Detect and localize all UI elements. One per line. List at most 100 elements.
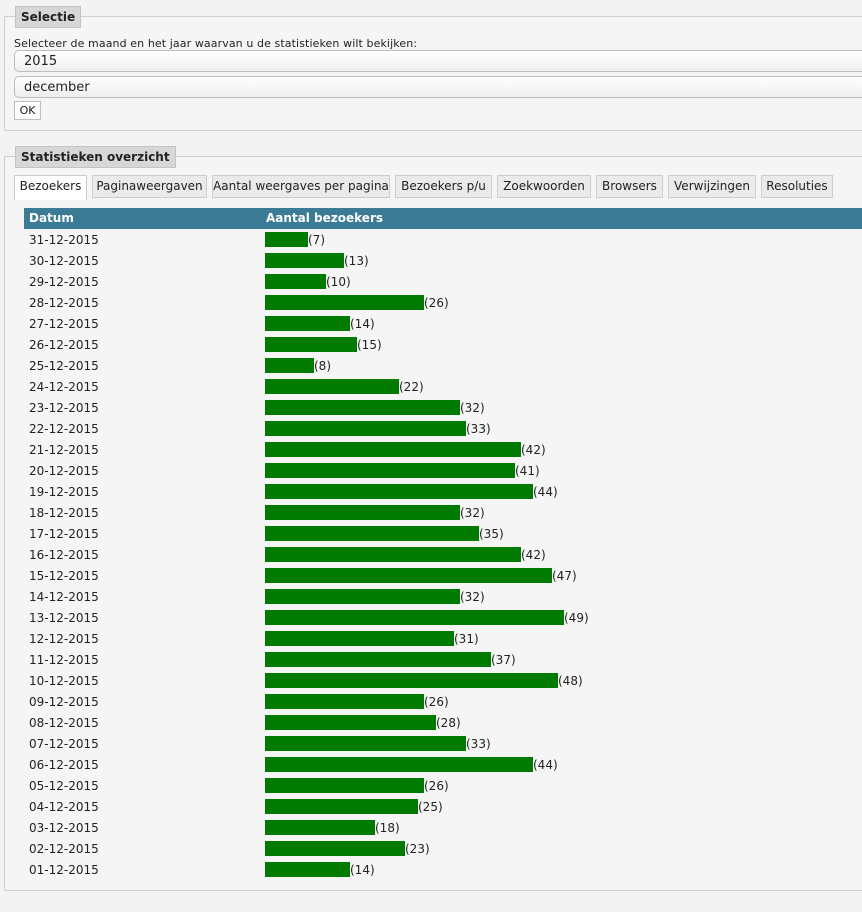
visitor-bar xyxy=(265,778,424,793)
visitor-bar xyxy=(265,757,533,772)
selection-prompt: Selecteer de maand en het jaar waarvan u… xyxy=(14,37,418,50)
row-date: 06-12-2015 xyxy=(29,758,99,772)
visitor-count-label: (25) xyxy=(418,800,443,814)
table-row: 14-12-2015 (32) xyxy=(24,586,862,607)
visitor-bar xyxy=(265,316,350,331)
row-date: 02-12-2015 xyxy=(29,842,99,856)
visitor-count-label: (18) xyxy=(375,821,400,835)
tab-bezoekers-pu[interactable]: Bezoekers p/u xyxy=(395,175,492,198)
table-row: 16-12-2015 (42) xyxy=(24,544,862,565)
column-aantal-bezoekers: Aantal bezoekers xyxy=(266,211,384,225)
row-date: 30-12-2015 xyxy=(29,254,99,268)
visitor-bar xyxy=(265,715,436,730)
row-date: 31-12-2015 xyxy=(29,233,99,247)
tab-weergaves-per-pagina[interactable]: Aantal weergaves per pagina xyxy=(212,175,390,198)
visitor-count-label: (23) xyxy=(405,842,430,856)
visitor-bar xyxy=(265,799,418,814)
visitor-bar xyxy=(265,547,521,562)
row-date: 21-12-2015 xyxy=(29,443,99,457)
visitor-bar xyxy=(265,337,357,352)
visitor-bar xyxy=(265,505,460,520)
table-row: 11-12-2015 (37) xyxy=(24,649,862,670)
row-date: 09-12-2015 xyxy=(29,695,99,709)
visitor-bar xyxy=(265,841,405,856)
table-row: 26-12-2015 (15) xyxy=(24,334,862,355)
row-date: 01-12-2015 xyxy=(29,863,99,877)
visitor-count-label: (42) xyxy=(521,548,546,562)
visitor-bar xyxy=(265,379,399,394)
visitor-bar xyxy=(265,610,564,625)
visitor-bar xyxy=(265,862,350,877)
tab-paginaweergaven[interactable]: Paginaweergaven xyxy=(92,175,207,198)
table-row: 18-12-2015 (32) xyxy=(24,502,862,523)
visitor-count-label: (28) xyxy=(436,716,461,730)
visitor-count-label: (22) xyxy=(399,380,424,394)
visitor-bar xyxy=(265,589,460,604)
table-row: 23-12-2015 (32) xyxy=(24,397,862,418)
month-select[interactable]: december xyxy=(14,76,862,98)
visitor-bar xyxy=(265,421,466,436)
table-row: 28-12-2015 (26) xyxy=(24,292,862,313)
row-date: 04-12-2015 xyxy=(29,800,99,814)
row-date: 27-12-2015 xyxy=(29,317,99,331)
row-date: 22-12-2015 xyxy=(29,422,99,436)
visitor-bar xyxy=(265,400,460,415)
table-row: 20-12-2015 (41) xyxy=(24,460,862,481)
visitor-count-label: (10) xyxy=(326,275,351,289)
visitor-count-label: (49) xyxy=(564,611,589,625)
statistics-legend: Statistieken overzicht xyxy=(15,146,176,168)
row-date: 24-12-2015 xyxy=(29,380,99,394)
table-row: 27-12-2015 (14) xyxy=(24,313,862,334)
column-datum: Datum xyxy=(29,211,74,225)
row-date: 19-12-2015 xyxy=(29,485,99,499)
visitor-bar xyxy=(265,652,491,667)
visitor-bar xyxy=(265,526,479,541)
table-row: 21-12-2015 (42) xyxy=(24,439,862,460)
tab-zoekwoorden[interactable]: Zoekwoorden xyxy=(497,175,591,198)
table-row: 13-12-2015 (49) xyxy=(24,607,862,628)
table-row: 19-12-2015 (44) xyxy=(24,481,862,502)
row-date: 29-12-2015 xyxy=(29,275,99,289)
visitor-count-label: (15) xyxy=(357,338,382,352)
row-date: 23-12-2015 xyxy=(29,401,99,415)
year-select[interactable]: 2015 xyxy=(14,50,862,72)
row-date: 12-12-2015 xyxy=(29,632,99,646)
row-date: 13-12-2015 xyxy=(29,611,99,625)
visitor-count-label: (48) xyxy=(558,674,583,688)
visitor-count-label: (32) xyxy=(460,506,485,520)
tab-resoluties[interactable]: Resoluties xyxy=(761,175,833,198)
visitor-count-label: (42) xyxy=(521,443,546,457)
visitor-count-label: (31) xyxy=(454,632,479,646)
visitor-count-label: (33) xyxy=(466,737,491,751)
tab-bezoekers[interactable]: Bezoekers xyxy=(14,175,87,200)
visitor-count-label: (32) xyxy=(460,590,485,604)
tab-verwijzingen[interactable]: Verwijzingen xyxy=(668,175,756,198)
row-date: 05-12-2015 xyxy=(29,779,99,793)
visitor-bar xyxy=(265,253,344,268)
row-date: 25-12-2015 xyxy=(29,359,99,373)
table-row: 29-12-2015 (10) xyxy=(24,271,862,292)
table-row: 04-12-2015 (25) xyxy=(24,796,862,817)
visitor-bar xyxy=(265,463,515,478)
row-date: 26-12-2015 xyxy=(29,338,99,352)
table-row: 05-12-2015 (26) xyxy=(24,775,862,796)
visitor-bar xyxy=(265,295,424,310)
visitor-bar xyxy=(265,568,552,583)
table-row: 02-12-2015 (23) xyxy=(24,838,862,859)
tab-browsers[interactable]: Browsers xyxy=(596,175,663,198)
visitor-count-label: (7) xyxy=(308,233,325,247)
visitor-count-label: (37) xyxy=(491,653,516,667)
row-date: 14-12-2015 xyxy=(29,590,99,604)
table-row: 07-12-2015 (33) xyxy=(24,733,862,754)
visitor-bar xyxy=(265,484,533,499)
ok-button[interactable]: OK xyxy=(14,101,41,120)
row-date: 28-12-2015 xyxy=(29,296,99,310)
visitor-count-label: (47) xyxy=(552,569,577,583)
visitor-count-label: (8) xyxy=(314,359,331,373)
visitor-bar xyxy=(265,820,375,835)
visitor-count-label: (14) xyxy=(350,317,375,331)
visitor-count-label: (32) xyxy=(460,401,485,415)
table-row: 08-12-2015 (28) xyxy=(24,712,862,733)
row-date: 15-12-2015 xyxy=(29,569,99,583)
visitor-count-label: (35) xyxy=(479,527,504,541)
